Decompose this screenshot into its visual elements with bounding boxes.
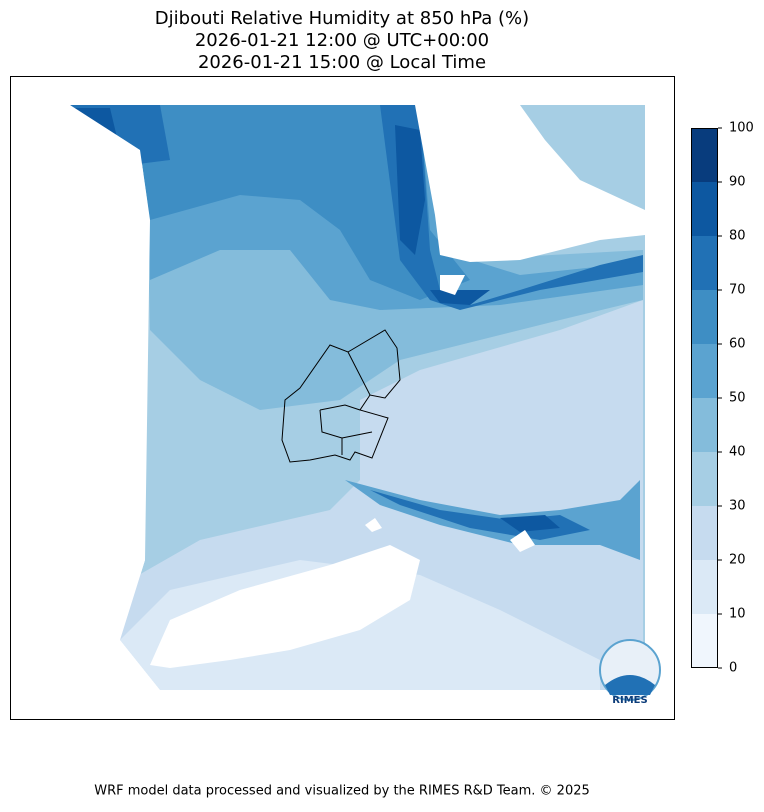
colorbar-tick-label: 40: [729, 445, 746, 460]
map: RIMES: [10, 76, 675, 720]
title-line: 2026-01-21 15:00 @ Local Time: [198, 52, 486, 73]
colorbar-segment: [691, 560, 718, 614]
logo: RIMES: [599, 639, 661, 706]
field-60: [70, 105, 470, 300]
title-line: Djibouti Relative Humidity at 850 hPa (%…: [155, 8, 529, 29]
no-data: [645, 77, 674, 719]
no-data: [150, 518, 535, 668]
colorbar-tick-label: 50: [729, 391, 746, 406]
logo-text: RIMES: [612, 695, 647, 706]
colorbar-segment: [691, 128, 718, 182]
footer: WRF model data processed and visualized …: [94, 784, 590, 799]
colorbar-segment: [691, 398, 718, 452]
colorbar-tick-label: 10: [729, 607, 746, 622]
colorbar-tick-label: 0: [729, 661, 737, 676]
colorbar-tick-label: 70: [729, 283, 746, 298]
no-data: [415, 105, 645, 295]
colorbar-tick-label: 60: [729, 337, 746, 352]
colorbar-segment: [691, 614, 718, 668]
colorbar-segment: [691, 290, 718, 344]
colorbar-segment: [691, 506, 718, 560]
colorbar-tick-label: 20: [729, 553, 746, 568]
country-border: [281, 329, 401, 463]
colorbar-tick-label: 30: [729, 499, 746, 514]
map-frame: [10, 76, 675, 720]
colorbar-segment: [691, 182, 718, 236]
colorbar-segment: [691, 344, 718, 398]
field-80: [72, 108, 490, 305]
colorbar: 0 10 20 30 40 50 60 70 80 90 100: [691, 121, 754, 676]
band-south-core: [500, 515, 560, 532]
colorbar-tick-label: 100: [729, 121, 754, 136]
colorbar-tick-label: 80: [729, 229, 746, 244]
colorbar-segment: [691, 452, 718, 506]
colorbar-frame: [691, 128, 718, 668]
no-data: [11, 77, 674, 719]
field-70: [70, 105, 643, 310]
colorbar-tick-label: 90: [729, 175, 746, 190]
colorbar-segment: [691, 236, 718, 290]
title-line: 2026-01-21 12:00 @ UTC+00:00: [195, 30, 489, 51]
